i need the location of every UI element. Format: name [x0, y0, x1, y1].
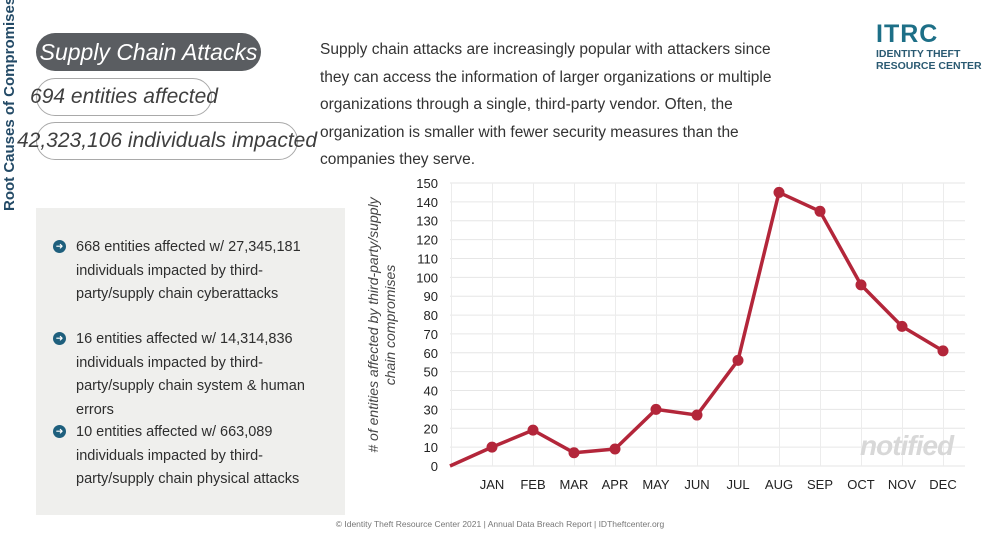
entities-badge: 694 entities affected [30, 78, 218, 116]
y-tick-label: 90 [424, 289, 438, 304]
y-tick-label: 60 [424, 346, 438, 361]
y-tick-label: 40 [424, 384, 438, 399]
x-tick-label: JUL [726, 477, 749, 492]
y-tick-label: 100 [416, 270, 438, 285]
data-point [691, 409, 703, 421]
data-point [814, 205, 826, 217]
data-point [650, 403, 662, 415]
logo-line-2: RESOURCE CENTER [876, 60, 982, 72]
x-tick-label: OCT [847, 477, 875, 492]
bullet-text: 10 entities affected w/ 663,089 individu… [76, 424, 300, 487]
bullet-text: 16 entities affected w/ 14,314,836 indiv… [76, 331, 305, 418]
x-tick-label: FEB [520, 477, 545, 492]
footer: © Identity Theft Resource Center 2021 | … [335, 519, 665, 529]
y-tick-label: 140 [416, 195, 438, 210]
data-point [937, 345, 949, 357]
y-tick-label: 130 [416, 214, 438, 229]
x-tick-label: AUG [765, 477, 793, 492]
x-tick-label: MAR [560, 477, 589, 492]
breakdown-panel: ➜ 668 entities affected w/ 27,345,181 in… [36, 208, 345, 515]
y-tick-label: 20 [424, 421, 438, 436]
x-tick-label: MAY [642, 477, 670, 492]
logo-line-1: IDENTITY THEFT [876, 48, 961, 60]
y-tick-label: 150 [416, 176, 438, 191]
section-label: Root Causes of Compromises [1, 0, 18, 211]
logo-mark: ITRC [876, 20, 939, 48]
bullet-item: ➜ 668 entities affected w/ 27,345,181 in… [53, 236, 338, 307]
x-tick-label: JUN [684, 477, 709, 492]
data-point [609, 443, 621, 455]
data-point [896, 320, 908, 332]
x-tick-label: APR [602, 477, 629, 492]
line-chart: 0 10 20 30 40 50 60 70 80 90 100 110 120 130 140 150 JA… [365, 176, 965, 492]
data-point [732, 354, 744, 366]
y-tick-label: 30 [424, 402, 438, 417]
y-tick-label: 110 [417, 251, 438, 266]
y-tick-label: 0 [431, 459, 438, 474]
x-tick-label: JAN [480, 477, 505, 492]
bullet-text: 668 entities affected w/ 27,345,181 indi… [76, 239, 301, 302]
data-point [568, 447, 580, 459]
arrow-right-icon: ➜ [53, 425, 66, 438]
itrc-logo: ITRC IDENTITY THEFT RESOURCE CENTER [876, 20, 986, 76]
y-tick-label: 120 [416, 233, 438, 248]
x-tick-label: NOV [888, 477, 917, 492]
y-tick-label: 50 [424, 365, 438, 380]
intro-paragraph: Supply chain attacks are increasingly po… [320, 41, 772, 168]
y-axis-label: # of entities affected by third-party/su… [365, 196, 398, 452]
arrow-right-icon: ➜ [53, 240, 66, 253]
y-tick-label: 70 [424, 327, 438, 342]
x-tick-label: SEP [807, 477, 833, 492]
y-tick-label: 80 [424, 308, 438, 323]
bullet-item: ➜ 10 entities affected w/ 663,089 indivi… [53, 421, 338, 492]
bullet-item: ➜ 16 entities affected w/ 14,314,836 ind… [53, 328, 338, 422]
x-tick-label: DEC [929, 477, 956, 492]
page-title: Supply Chain Attacks [36, 33, 261, 71]
data-point [486, 441, 498, 453]
data-point [773, 186, 785, 198]
data-point [855, 279, 867, 291]
individuals-badge: 42,323,106 individuals impacted [17, 122, 317, 160]
y-tick-label: 10 [424, 440, 438, 455]
arrow-right-icon: ➜ [53, 332, 66, 345]
notified-watermark: notified [860, 430, 954, 461]
series-line [449, 190, 944, 468]
data-point [527, 424, 539, 436]
